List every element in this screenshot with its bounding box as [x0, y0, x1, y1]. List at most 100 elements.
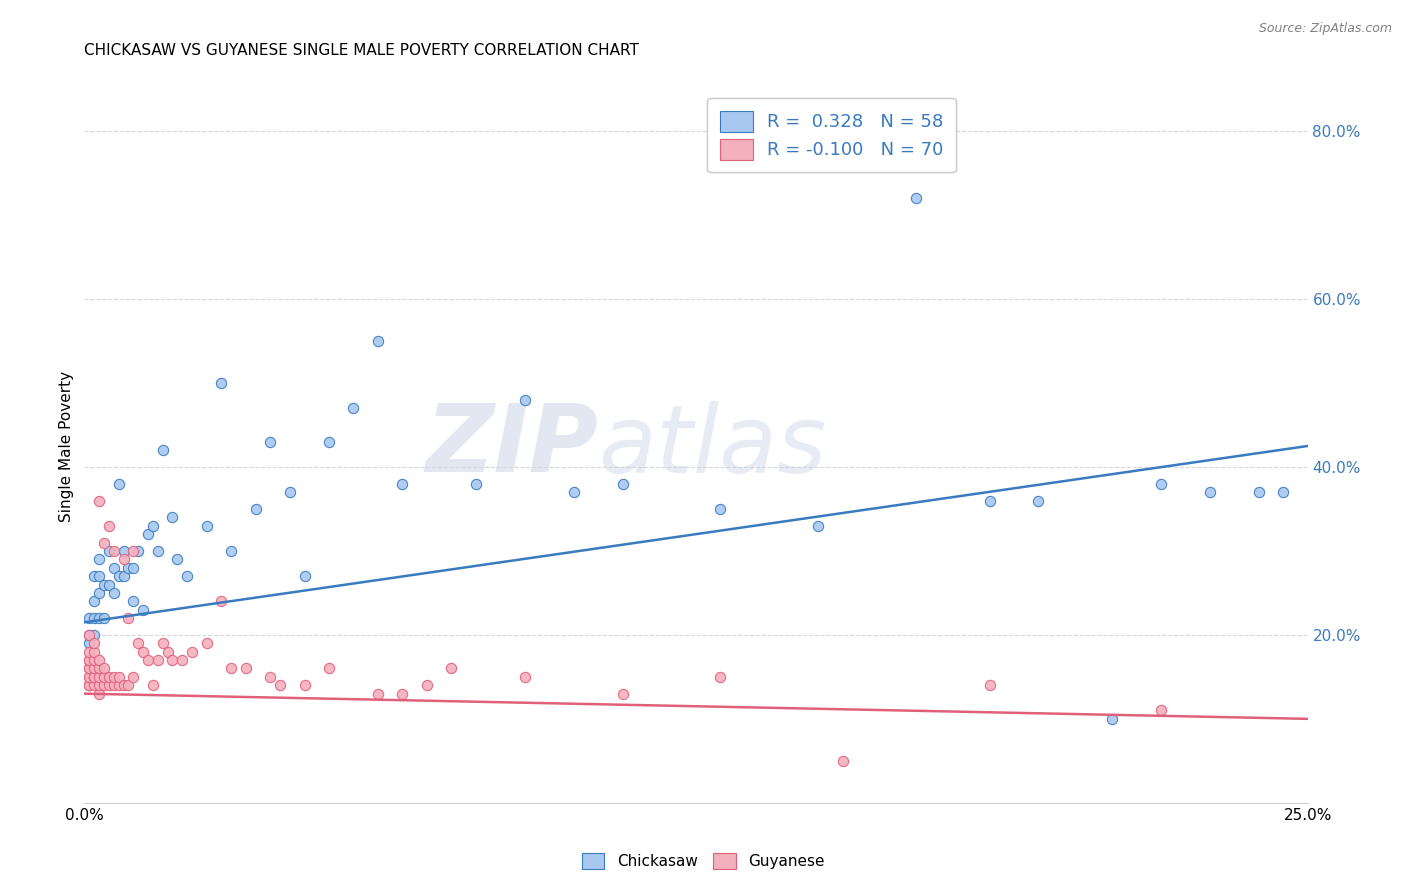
Point	[122, 594, 145, 608]
Point	[107, 569, 129, 583]
Point	[87, 493, 110, 508]
Point	[181, 645, 204, 659]
Text: atlas: atlas	[598, 401, 827, 491]
Point	[209, 594, 232, 608]
Point	[112, 678, 135, 692]
Point	[77, 678, 100, 692]
Point	[391, 476, 413, 491]
Point	[132, 603, 155, 617]
Point	[294, 569, 316, 583]
Point	[117, 560, 139, 574]
Point	[219, 661, 242, 675]
Point	[103, 544, 125, 558]
Point	[127, 544, 149, 558]
Point	[342, 401, 364, 416]
Point	[77, 661, 100, 675]
Point	[166, 552, 188, 566]
Point	[416, 678, 439, 692]
Point	[122, 544, 145, 558]
Point	[294, 678, 316, 692]
Point	[513, 670, 536, 684]
Point	[87, 670, 110, 684]
Point	[391, 687, 413, 701]
Point	[93, 611, 115, 625]
Point	[269, 678, 291, 692]
Point	[142, 678, 165, 692]
Point	[77, 678, 100, 692]
Point	[83, 670, 105, 684]
Point	[112, 569, 135, 583]
Point	[219, 544, 242, 558]
Point	[97, 544, 120, 558]
Point	[318, 434, 340, 449]
Point	[162, 510, 184, 524]
Point	[807, 518, 830, 533]
Point	[83, 628, 105, 642]
Point	[87, 552, 110, 566]
Point	[367, 687, 389, 701]
Point	[97, 518, 120, 533]
Y-axis label: Single Male Poverty: Single Male Poverty	[59, 370, 75, 522]
Point	[136, 653, 159, 667]
Point	[612, 476, 634, 491]
Point	[93, 670, 115, 684]
Point	[1198, 485, 1220, 500]
Point	[172, 653, 194, 667]
Point	[77, 628, 100, 642]
Point	[83, 611, 105, 625]
Point	[831, 754, 853, 768]
Text: Source: ZipAtlas.com: Source: ZipAtlas.com	[1258, 22, 1392, 36]
Point	[103, 586, 125, 600]
Point	[77, 670, 100, 684]
Point	[83, 594, 105, 608]
Point	[979, 678, 1001, 692]
Point	[112, 544, 135, 558]
Point	[83, 678, 105, 692]
Point	[142, 518, 165, 533]
Point	[87, 611, 110, 625]
Point	[103, 670, 125, 684]
Point	[1247, 485, 1270, 500]
Point	[97, 577, 120, 591]
Point	[562, 485, 585, 500]
Point	[97, 678, 120, 692]
Point	[107, 476, 129, 491]
Point	[122, 560, 145, 574]
Point	[709, 670, 731, 684]
Point	[83, 661, 105, 675]
Point	[87, 653, 110, 667]
Point	[117, 678, 139, 692]
Point	[77, 628, 100, 642]
Point	[83, 670, 105, 684]
Point	[612, 687, 634, 701]
Point	[1272, 485, 1295, 500]
Point	[367, 334, 389, 348]
Point	[83, 645, 105, 659]
Point	[93, 535, 115, 549]
Point	[87, 661, 110, 675]
Point	[905, 191, 928, 205]
Point	[83, 653, 105, 667]
Point	[440, 661, 463, 675]
Point	[1028, 493, 1050, 508]
Point	[122, 670, 145, 684]
Point	[195, 518, 218, 533]
Point	[195, 636, 218, 650]
Point	[107, 670, 129, 684]
Point	[107, 678, 129, 692]
Point	[87, 687, 110, 701]
Point	[513, 392, 536, 407]
Point	[979, 493, 1001, 508]
Point	[278, 485, 301, 500]
Point	[103, 678, 125, 692]
Point	[117, 611, 139, 625]
Point	[112, 552, 135, 566]
Point	[464, 476, 486, 491]
Point	[162, 653, 184, 667]
Point	[103, 560, 125, 574]
Point	[77, 670, 100, 684]
Point	[318, 661, 340, 675]
Point	[152, 443, 174, 458]
Point	[235, 661, 257, 675]
Point	[87, 678, 110, 692]
